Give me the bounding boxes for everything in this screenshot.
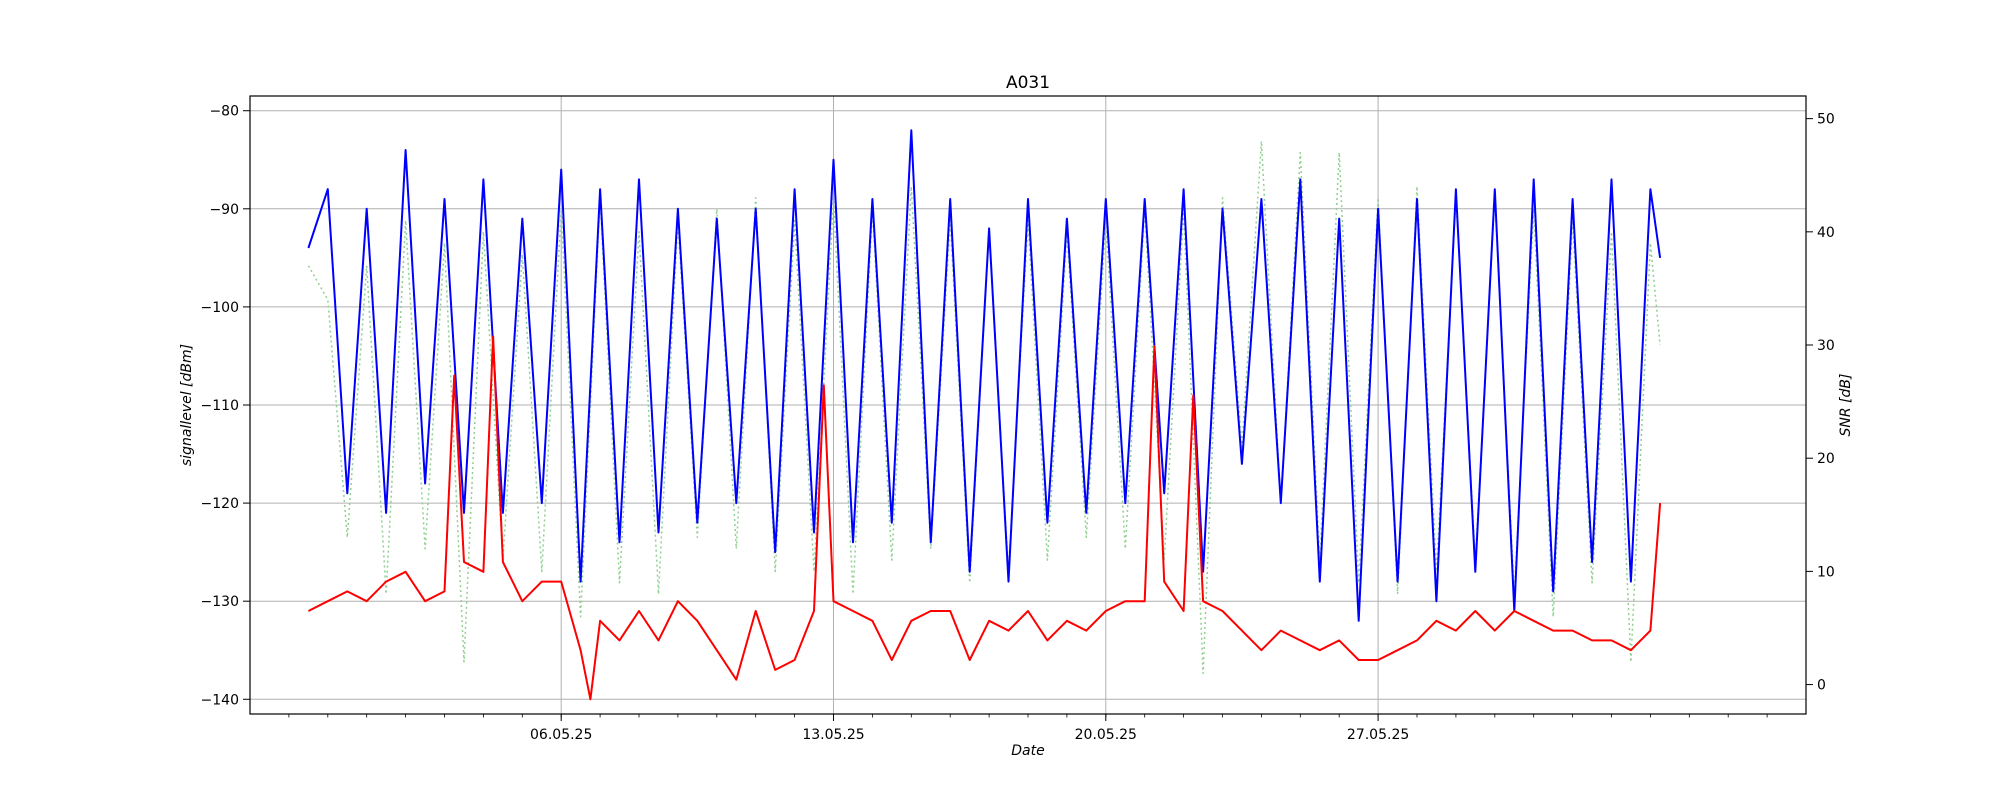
y-axis-left-label: signallevel [dBm] <box>179 344 195 466</box>
y-left-tick-label: −140 <box>201 692 239 708</box>
y-left-tick-label: −120 <box>201 496 239 512</box>
x-tick-label: 20.05.25 <box>1075 727 1137 743</box>
series-line-2 <box>307 335 1662 701</box>
x-tick-label: 13.05.25 <box>802 727 864 743</box>
y-left-tick-label: −130 <box>201 594 239 610</box>
x-tick-label: 27.05.25 <box>1347 727 1409 743</box>
y-left-tick-label: −80 <box>209 104 239 120</box>
y-right-tick-label: 0 <box>1817 678 1826 694</box>
y-right-tick-label: 20 <box>1817 451 1835 467</box>
series-line-0 <box>307 129 1662 622</box>
x-axis-label: Date <box>1011 743 1044 759</box>
y-left-tick-label: −90 <box>209 202 239 218</box>
axes: 06.05.25 13.05.25 20.05.25 27.05.25 −80 −90 −1… <box>201 104 1835 743</box>
y-left-tick-label: −100 <box>201 300 239 316</box>
x-tick-label: 06.05.25 <box>530 727 592 743</box>
y-left-tick-label: −110 <box>201 398 239 414</box>
y-right-tick-label: 10 <box>1817 564 1835 580</box>
y-right-tick-label: 50 <box>1817 112 1835 128</box>
y-right-tick-label: 30 <box>1817 338 1835 354</box>
y-axis-right-label: SNR [dB] <box>1838 374 1854 437</box>
series-layer <box>307 129 1662 701</box>
chart-title: A031 <box>1006 73 1050 93</box>
y-right-tick-label: 40 <box>1817 225 1835 241</box>
